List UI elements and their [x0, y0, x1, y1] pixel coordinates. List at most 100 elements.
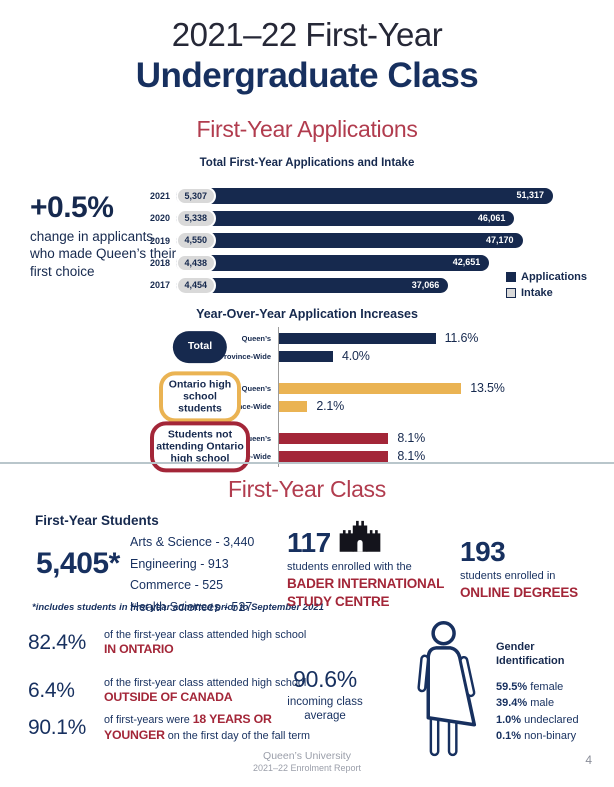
total-footnote: *includes students in first year admitte… [32, 602, 324, 613]
gender-identification-block: Gender Identification 59.5% female 39.4% … [496, 640, 608, 745]
yoy-group-badge: Total [172, 331, 228, 363]
intake-pill: 4,438 [176, 253, 216, 273]
online-text: students enrolled in [460, 570, 556, 582]
stat-value: 90.1% [28, 715, 87, 739]
castle-icon [339, 520, 381, 557]
bar-year-label: 2017 [149, 280, 170, 291]
yoy-group: Ontario high school students Queen’s 13.5%… [0, 371, 614, 423]
yoy-chart-title: Year-Over-Year Application Increases [196, 307, 418, 321]
gender-value: 59.5% [496, 680, 528, 693]
applications-bar: 42,651 [176, 255, 490, 271]
applications-bars: 2021 51,317 5,307 2020 46,061 5,338 2019 47,170… [148, 185, 588, 296]
applicant-change-value: +0.5% [30, 191, 114, 224]
gender-breakdown-row: 59.5% female [496, 679, 608, 696]
intake-pill: 4,454 [176, 276, 216, 295]
page-title-line2: Undergraduate Class [135, 56, 479, 95]
yoy-group: Total Queen’s 11.6% Province-Wide 4.0% [0, 329, 614, 365]
yoy-bar [279, 450, 389, 462]
footer-report-name: 2021–22 Enrolment Report [252, 763, 362, 773]
gender-breakdown-row: 39.4% male [496, 695, 608, 712]
applications-section-heading: First-Year Applications [196, 116, 418, 142]
yoy-bar-label: Province-Wide [218, 351, 271, 361]
stat-text: of first-years were 18 YEARS OR YOUNGER … [104, 712, 311, 742]
yoy-bar-value: 8.1% [397, 431, 426, 445]
yoy-bar-label: Queen’s [241, 433, 271, 443]
yoy-increase-chart: Year-Over-Year Application Increases Tot… [0, 307, 614, 479]
online-student-count: 193 [460, 536, 506, 567]
gender-label: male [527, 697, 555, 710]
incoming-average-value: 90.6% [293, 666, 357, 692]
faculty-breakdown-item: Commerce - 525 [130, 578, 224, 592]
applications-bar-row: 2017 37,066 4,454 [148, 274, 588, 296]
yoy-group: Students not attending Ontario high scho… [0, 421, 614, 473]
intake-swatch [506, 288, 516, 298]
online-name: ONLINE DEGREES [460, 585, 578, 600]
bader-student-count: 117 [287, 527, 331, 558]
bar-track: 37,066 4,454 [176, 276, 558, 295]
bader-stat-block: 117 students enrolled with the BADER INT… [287, 520, 452, 610]
report-footer: Queen’s University 2021–22 Enrolment Rep… [0, 750, 614, 773]
yoy-bar [279, 382, 462, 394]
yoy-bar [279, 432, 389, 444]
applications-bar-row: 2018 42,651 4,438 [148, 252, 588, 274]
gender-value: 39.4% [496, 697, 528, 710]
gender-breakdown-row: 1.0% undeclared [496, 712, 608, 729]
bader-name: BADER INTERNATIONAL STUDY CENTRE [287, 576, 444, 609]
legend-item: Applications [506, 271, 587, 283]
stat-emphasis: OUTSIDE OF CANADA [104, 690, 233, 705]
gender-breakdown-list: 59.5% female 39.4% male 1.0% undeclared 0.1… [496, 679, 608, 745]
yoy-bar-label: Queen’s [241, 333, 271, 343]
bader-text: students enrolled with the [287, 561, 412, 573]
yoy-bar-row: Province-Wide 4.0% [0, 347, 614, 365]
applications-bar-row: 2019 47,170 4,550 [148, 230, 588, 252]
faculty-breakdown-list: Arts & Science - 3,440 Engineering - 913 C… [130, 532, 254, 618]
yoy-bar-value: 11.6% [444, 331, 479, 345]
total-students-value: 5,405* [36, 547, 120, 580]
yoy-bar-label: Province-Wide [218, 401, 271, 411]
yoy-bar [279, 332, 436, 344]
applications-legend: Applications Intake [506, 271, 587, 303]
applications-chart-title: Total First-Year Applications and Intake [199, 157, 415, 169]
applicant-change-highlight: +0.5% change in applicants who made Quee… [30, 191, 178, 280]
page-title-line1: 2021–22 First-Year [171, 16, 443, 53]
footer-org: Queen’s University [263, 750, 351, 762]
gender-breakdown-row: 0.1% non-binary [496, 728, 608, 745]
yoy-bar-value: 4.0% [342, 349, 370, 363]
gender-heading: Gender Identification [496, 641, 565, 668]
intake-pill: 5,307 [176, 186, 216, 206]
gender-label: female [527, 680, 564, 693]
page-number: 4 [585, 753, 592, 767]
stat-value: 6.4% [28, 679, 75, 702]
applications-intake-chart: +0.5% change in applicants who made Quee… [26, 169, 588, 304]
yoy-bar-row: Queen’s 11.6% [0, 329, 614, 347]
page-header: 2021–22 First-Year Undergraduate Class [0, 0, 614, 96]
applications-bar: 47,170 [176, 232, 523, 249]
stat-value: 82.4% [28, 631, 87, 654]
bar-year-label: 2021 [149, 191, 170, 202]
applications-bar-row: 2021 51,317 5,307 [148, 185, 588, 207]
legend-label: Intake [521, 287, 553, 299]
gender-value: 1.0% [496, 713, 522, 726]
bar-track: 42,651 4,438 [176, 253, 558, 273]
applications-bar: 51,317 [176, 188, 553, 204]
intake-pill: 4,550 [176, 231, 216, 250]
yoy-bar-row: Province-Wide 2.1% [0, 397, 614, 415]
gender-label: undeclared [521, 713, 579, 726]
yoy-bar-label: Queen’s [241, 383, 271, 393]
stat-outside-canada: 6.4% of the first-year class attended hi… [28, 676, 310, 706]
yoy-bar-row: Queen’s 8.1% [0, 429, 614, 447]
faculty-breakdown-item: Health Sciences - 527 [130, 599, 253, 614]
bar-track: 51,317 5,307 [176, 186, 558, 206]
stat-text: of the first-year class attended high sc… [104, 629, 307, 657]
legend-item: Intake [506, 287, 587, 299]
gender-person-icon [402, 620, 488, 773]
online-degrees-stat-block: 193 students enrolled in ONLINE DEGREES [460, 538, 600, 602]
yoy-axis-line [278, 327, 279, 467]
legend-label: Applications [521, 271, 588, 283]
yoy-bar-value: 13.5% [470, 381, 505, 395]
first-year-students-label: First-Year Students [35, 513, 159, 528]
incoming-average-block: 90.6% incoming class average [255, 666, 395, 724]
incoming-average-label: incoming class average [287, 696, 363, 723]
gender-label: non-binary [521, 730, 577, 743]
